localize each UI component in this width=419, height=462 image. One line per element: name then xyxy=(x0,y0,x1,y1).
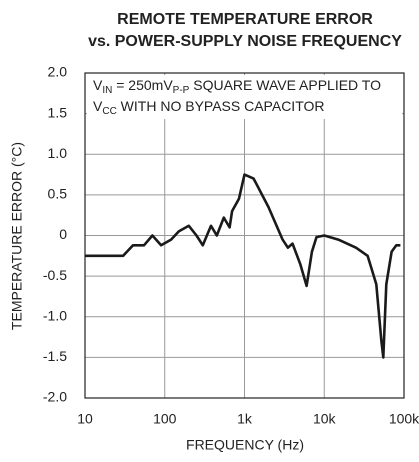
y-axis-label: TEMPERATURE ERROR (°C) xyxy=(9,142,25,330)
annotation-part: IN xyxy=(102,85,112,96)
annotation: VCC WITH NO BYPASS CAPACITOR xyxy=(93,98,325,117)
y-tick-label: -1.0 xyxy=(43,307,67,323)
annotation-part: WITH NO BYPASS CAPACITOR xyxy=(117,98,325,114)
y-tick-label: -2.0 xyxy=(43,389,67,405)
x-tick-label: 10 xyxy=(77,411,93,427)
y-tick-label: 2.0 xyxy=(48,64,68,80)
x-tick-label: 10k xyxy=(313,411,337,427)
annotation-part: V xyxy=(93,77,103,93)
y-tick-label: -1.5 xyxy=(43,348,67,364)
x-axis-label: FREQUENCY (Hz) xyxy=(186,437,304,453)
chart-title: REMOTE TEMPERATURE ERROR xyxy=(117,11,373,28)
annotation-part: V xyxy=(93,98,103,114)
annotation-part: = 250mV xyxy=(112,77,173,93)
y-tick-label: 1.5 xyxy=(48,104,68,120)
chart-title: vs. POWER-SUPPLY NOISE FREQUENCY xyxy=(88,33,402,50)
annotation: VIN = 250mVP-P SQUARE WAVE APPLIED TO xyxy=(93,77,381,96)
annotation-box xyxy=(87,75,402,119)
annotation-part: CC xyxy=(102,106,116,117)
plot-frame xyxy=(84,72,405,399)
y-tick-label: 0 xyxy=(59,226,67,242)
x-tick-label: 1k xyxy=(237,411,253,427)
x-tick-label: 100 xyxy=(153,411,177,427)
x-tick-label: 100k xyxy=(389,411,419,427)
line xyxy=(85,173,401,359)
annotation-part: P-P xyxy=(173,85,190,96)
y-tick-label: 1.0 xyxy=(48,145,68,161)
y-tick-label: 0.5 xyxy=(48,186,68,202)
y-tick-label: -0.5 xyxy=(43,267,67,283)
annotation-part: SQUARE WAVE APPLIED TO xyxy=(189,77,381,93)
